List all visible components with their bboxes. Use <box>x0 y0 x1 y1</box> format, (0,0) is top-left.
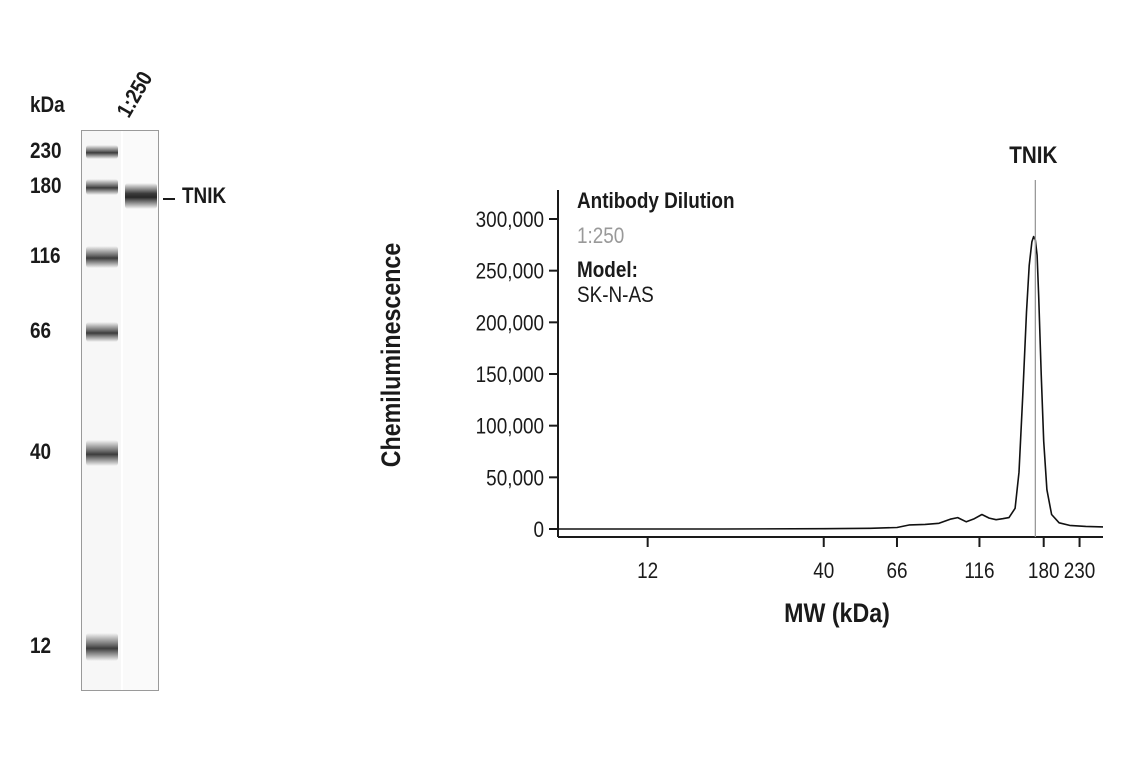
x-tick-label: 230 <box>1064 559 1096 584</box>
sample-band-tnik <box>125 183 157 210</box>
ladder-band <box>86 246 118 268</box>
mw-marker-label: 180 <box>30 173 62 198</box>
peak-marker: TNIK <box>1009 142 1057 537</box>
ladder-band <box>86 440 118 466</box>
legend-entry-dilution: 1:250 <box>577 224 624 249</box>
ladder-band <box>86 145 118 159</box>
x-axis-ticks: 12 40 66 116 180 230 <box>637 537 1095 583</box>
y-tick-label: 250,000 <box>476 259 544 284</box>
mw-marker-label: 116 <box>30 243 61 268</box>
legend-model-value: SK-N-AS <box>577 283 654 308</box>
ladder-band <box>86 633 118 661</box>
mw-marker-label: 12 <box>30 633 52 658</box>
legend-title: Antibody Dilution <box>577 189 734 214</box>
x-tick-label: 40 <box>813 559 834 584</box>
legend-model-title: Model: <box>577 258 638 283</box>
y-tick-label: 0 <box>533 518 544 543</box>
mw-marker-label: 66 <box>30 318 52 343</box>
peak-marker-label: TNIK <box>1009 142 1057 169</box>
y-tick-label: 100,000 <box>476 414 544 439</box>
ladder-band <box>86 322 118 342</box>
x-tick-label: 66 <box>886 559 907 584</box>
y-tick-label: 200,000 <box>476 311 544 336</box>
y-tick-label: 150,000 <box>476 363 544 388</box>
x-tick-label: 180 <box>1028 559 1060 584</box>
x-axis-label: MW (kDa) <box>784 598 890 628</box>
y-tick-label: 50,000 <box>486 466 544 491</box>
sample-lane <box>123 131 158 690</box>
kda-unit-label: kDa <box>30 92 65 117</box>
x-tick-label: 12 <box>637 559 658 584</box>
chart-legend: Antibody Dilution 1:250 Model: SK-N-AS <box>577 189 734 308</box>
ladder-lane <box>82 131 121 690</box>
target-tick <box>163 198 175 200</box>
series-line <box>558 235 1104 530</box>
y-tick-label: 300,000 <box>476 208 544 233</box>
y-axis-label: Chemiluminescence <box>376 243 406 467</box>
lane-divider <box>121 131 123 690</box>
target-band-label: TNIK <box>182 183 227 208</box>
chart-series <box>558 235 1104 530</box>
chart-axes <box>557 190 1103 538</box>
ladder-band <box>86 179 118 195</box>
mw-marker-label: 40 <box>30 439 52 464</box>
y-axis-ticks: 0 50,000 100,000 150,000 200,000 250,000 300,0… <box>476 208 558 543</box>
gel-image <box>81 130 159 691</box>
x-tick-label: 116 <box>964 559 994 584</box>
mw-marker-label: 230 <box>30 138 62 163</box>
